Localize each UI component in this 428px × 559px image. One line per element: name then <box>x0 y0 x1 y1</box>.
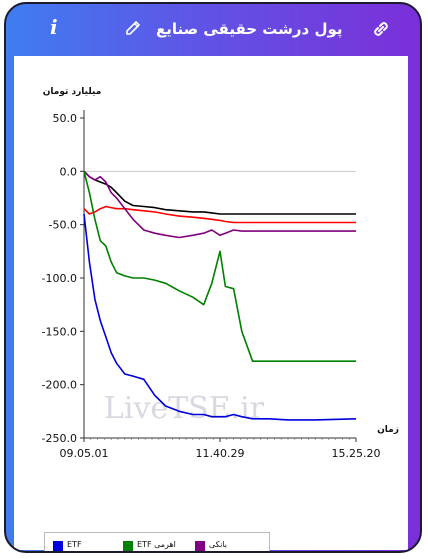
x-tick-label: 11.40.29 <box>196 447 245 460</box>
series-line-2 <box>83 170 356 239</box>
info-icon[interactable]: i <box>50 15 58 39</box>
series-line-0 <box>83 213 357 421</box>
y-tick-label: -100.0 <box>42 272 77 285</box>
pencil-icon[interactable] <box>124 19 142 37</box>
y-tick-label: 50.0 <box>53 112 78 125</box>
y-tick-label: -150.0 <box>42 325 77 338</box>
legend-label: ETF اهرمی <box>137 540 176 549</box>
y-tick-label: -200.0 <box>42 379 77 392</box>
series-line-3 <box>83 205 356 224</box>
y-tick-label: 0.0 <box>60 165 78 178</box>
y-tick-label: -50.0 <box>49 219 77 232</box>
line-chart: میلیارد تومان 50.0 0.0 -50.0 -100.0 -150.0 -20… <box>42 87 399 460</box>
x-tick-label: 15.25.20 <box>332 447 381 460</box>
chart-panel: میلیارد تومان 50.0 0.0 -50.0 -100.0 -150.0 -20… <box>14 56 408 551</box>
y-axis-label: میلیارد تومان <box>43 87 102 97</box>
series-line-4 <box>83 170 356 215</box>
chart-card: i پول درشت حقیقی صنایع میلیارد تومان 50.0… <box>4 2 422 553</box>
x-tick-label: 09.05.01 <box>60 447 109 460</box>
card-header: i پول درشت حقیقی صنایع <box>6 4 420 56</box>
legend-swatch <box>53 541 63 551</box>
watermark-text: LiveTSE.ir <box>104 391 265 426</box>
card-title: پول درشت حقیقی صنایع <box>156 20 343 38</box>
legend-label: ETF <box>67 540 82 549</box>
legend-label: بانکی <box>209 540 227 549</box>
legend-swatch <box>123 541 133 551</box>
y-tick-label: -250.0 <box>42 432 77 445</box>
x-axis-label: زمان <box>377 425 399 435</box>
series-line-1 <box>83 171 356 363</box>
link-icon[interactable] <box>370 18 392 40</box>
legend-swatch <box>195 541 205 551</box>
